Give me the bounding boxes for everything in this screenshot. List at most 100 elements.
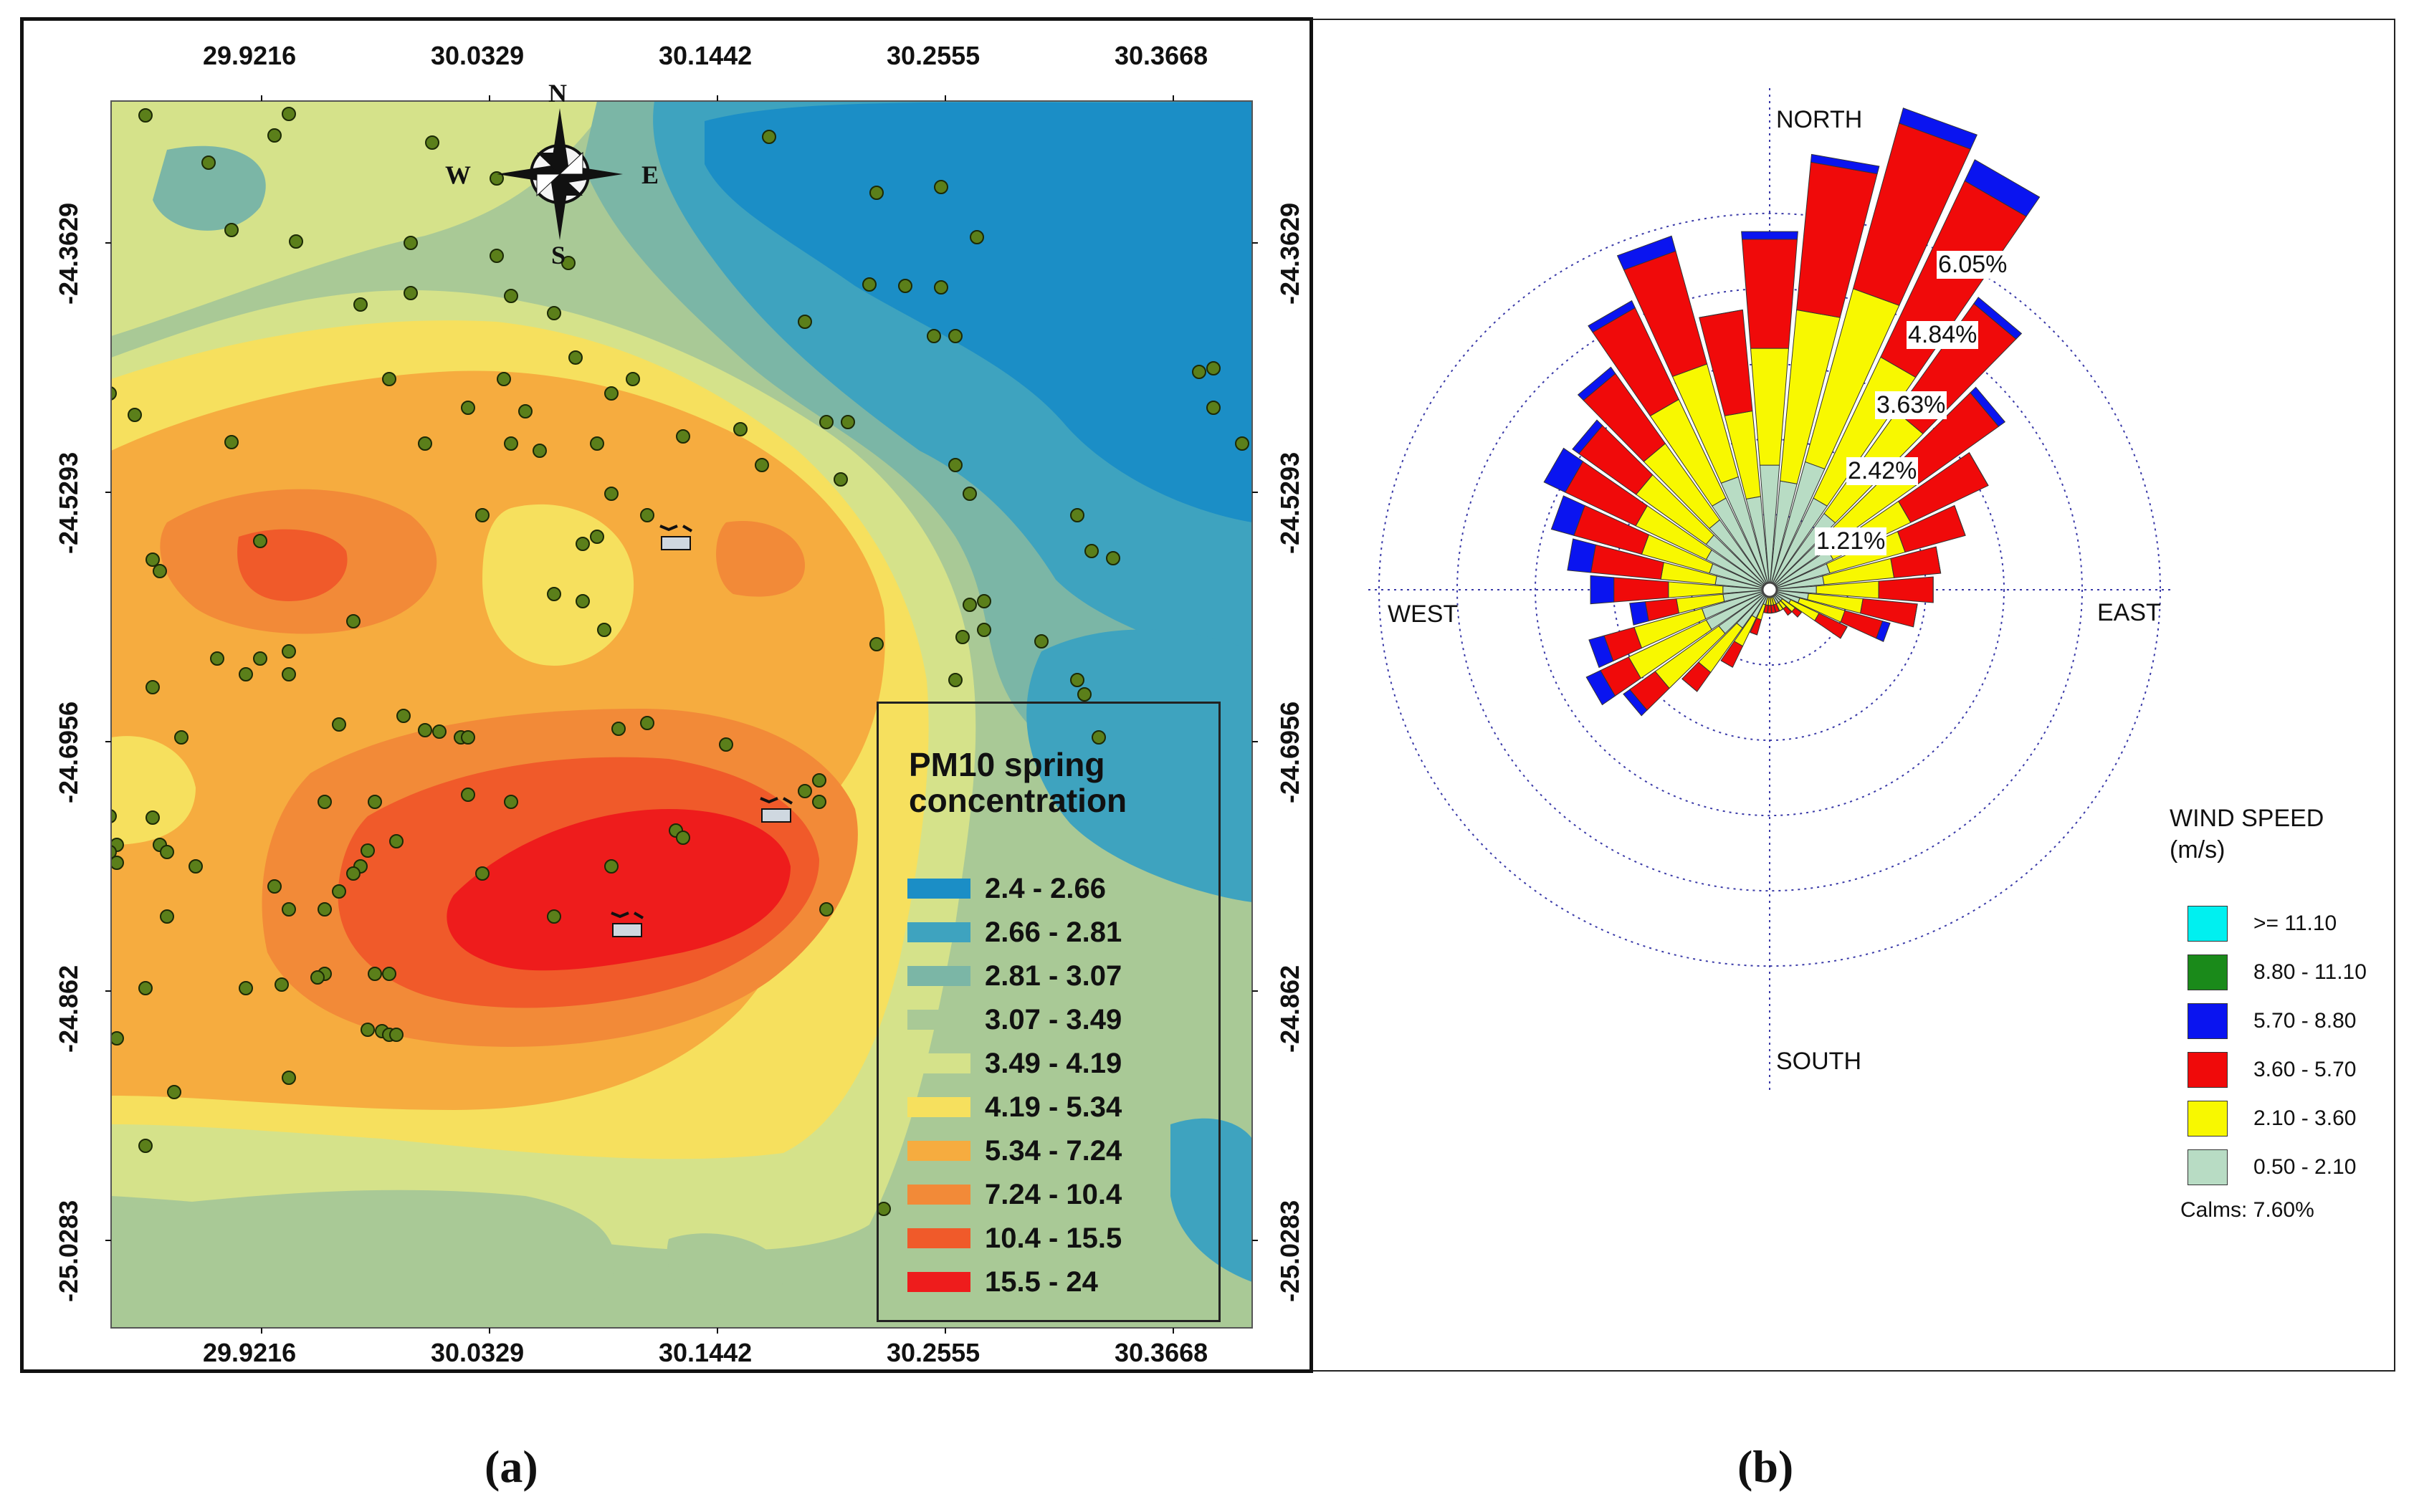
- wind-rose-petal-segment: [1572, 419, 1603, 454]
- legend-row: 2.81 - 3.07: [907, 954, 1122, 997]
- wind-speed-swatch: [2188, 1101, 2228, 1137]
- legend-swatch: [907, 1053, 970, 1073]
- direction-west: WEST: [1388, 601, 1459, 628]
- top-tick-label: 30.2555: [887, 41, 981, 70]
- wind-rose-petal-segment: [1810, 153, 1880, 175]
- factory-icon: [760, 797, 793, 823]
- legend-swatch: [907, 1185, 970, 1205]
- legend-swatch: [907, 966, 970, 986]
- legend-swatch: [907, 1010, 970, 1030]
- legend-swatch: [907, 1228, 970, 1248]
- bottom-tick-label: 30.0329: [431, 1338, 525, 1367]
- compass-west: W: [445, 161, 471, 189]
- compass-south: S: [551, 241, 566, 269]
- wind-speed-legend-row: 3.60 - 5.70: [2188, 1052, 2356, 1088]
- direction-north: NORTH: [1776, 106, 1863, 133]
- calm-center: [1761, 581, 1778, 598]
- wind-rose-petal-segment: [1585, 669, 1616, 706]
- legend-row: 3.49 - 4.19: [907, 1042, 1122, 1085]
- legend-label: 5.34 - 7.24: [985, 1134, 1122, 1167]
- legend-label: 2.66 - 2.81: [985, 916, 1122, 948]
- wind-rose-petal-segment: [1763, 604, 1769, 614]
- left-tick-label: -24.862: [54, 965, 83, 1053]
- wind-rose-petal-segment: [1588, 635, 1614, 669]
- right-tick-label: -24.5293: [1275, 451, 1304, 554]
- left-tick-label: -24.6956: [54, 701, 83, 803]
- map-frame: [110, 100, 1253, 1329]
- ring-label: 2.42%: [1846, 457, 1919, 485]
- pm10-map: [105, 95, 1258, 1334]
- wind-rose-petal-segment: [1913, 603, 1918, 627]
- wind-speed-swatch: [2188, 954, 2228, 990]
- wind-speed-title: WIND SPEED: [2170, 805, 2324, 832]
- grid-ring: [1378, 212, 2161, 967]
- wind-rose-petal-segment: [1840, 626, 1848, 639]
- wind-rose-petal-segment: [1767, 605, 1773, 614]
- wind-rose-petal-segment: [1775, 602, 1784, 612]
- legend-label: 7.24 - 10.4: [985, 1178, 1122, 1210]
- left-tick-label: -24.5293: [54, 451, 83, 554]
- wind-rose-petal-segment: [1750, 348, 1790, 466]
- station-points: [111, 107, 1249, 1216]
- left-tick-label: -24.3629: [54, 202, 83, 305]
- legend-swatch: [907, 1272, 970, 1292]
- legend-label: 3.07 - 3.49: [985, 1003, 1122, 1035]
- compass-rose-icon: [497, 108, 623, 240]
- wind-rose-petal-segment: [1898, 107, 1978, 150]
- wind-speed-label: 5.70 - 8.80: [2253, 1009, 2357, 1033]
- wind-rose-petal-segment: [1783, 606, 1793, 616]
- wind-rose-petal-segment: [1699, 309, 1743, 318]
- wind-rose-petal-segment: [1613, 577, 1669, 603]
- concentration-surface: [111, 101, 1252, 1328]
- wind-rose-petal-segment: [1616, 235, 1676, 271]
- wind-rose-petal-segment: [1543, 447, 1584, 493]
- ring-label: 4.84%: [1907, 321, 1979, 349]
- compass-north: N: [548, 79, 567, 107]
- wind-speed-legend-row: 8.80 - 11.10: [2188, 954, 2367, 990]
- legend-label: 4.19 - 5.34: [985, 1091, 1122, 1123]
- wind-speed-legend-row: >= 11.10: [2188, 906, 2337, 942]
- legend-row: 2.4 - 2.66: [907, 867, 1106, 910]
- top-tick-label: 30.1442: [659, 41, 753, 70]
- wind-rose-petal-segment: [1588, 300, 1636, 333]
- wind-speed-label: 2.10 - 3.60: [2253, 1106, 2357, 1130]
- right-tick-label: -25.0283: [1275, 1200, 1304, 1302]
- ring-label: 3.63%: [1875, 391, 1947, 419]
- wind-rose-petal-segment: [1973, 297, 2023, 340]
- tick-marks: [105, 95, 1258, 1334]
- wind-speed-swatch: [2188, 906, 2228, 942]
- wind-speed-label: 3.60 - 5.70: [2253, 1058, 2357, 1081]
- bottom-tick-label: 30.2555: [887, 1338, 981, 1367]
- wind-speed-legend-title: WIND SPEED (m/s): [2170, 803, 2324, 866]
- wind-rose-petal-segment: [1550, 495, 1585, 536]
- ring-label: 6.05%: [1937, 251, 2009, 279]
- bottom-tick-label: 30.3668: [1115, 1338, 1208, 1367]
- wind-rose-petal-segment: [1954, 505, 1966, 536]
- legend-label: 3.49 - 4.19: [985, 1047, 1122, 1079]
- legend-row: 5.34 - 7.24: [907, 1129, 1122, 1172]
- legend-title: PM10 spring concentration: [909, 746, 1127, 819]
- wind-speed-legend-row: 2.10 - 3.60: [2188, 1101, 2356, 1137]
- direction-east: EAST: [2097, 599, 2161, 626]
- factory-icon: [611, 911, 644, 937]
- direction-south: SOUTH: [1776, 1048, 1861, 1075]
- bottom-tick-label: 30.1442: [659, 1338, 753, 1367]
- caption-b: (b): [1737, 1441, 1794, 1492]
- legend-swatch: [907, 1097, 970, 1117]
- wind-speed-label: >= 11.10: [2253, 911, 2337, 935]
- wind-rose-petal-segment: [1623, 689, 1648, 717]
- wind-rose-petal-segment: [1970, 386, 2006, 427]
- compass-east: E: [641, 161, 659, 189]
- left-tick-label: -25.0283: [54, 1200, 83, 1302]
- concentration-legend: PM10 spring concentration 2.4 - 2.66 2.66…: [877, 702, 1221, 1322]
- legend-swatch: [907, 922, 970, 942]
- wind-speed-label: 8.80 - 11.10: [2253, 960, 2367, 984]
- legend-label: 15.5 - 24: [985, 1265, 1098, 1298]
- wind-rose-petal-segment: [1897, 451, 1989, 523]
- right-tick-label: -24.862: [1275, 965, 1304, 1053]
- wind-speed-swatch: [2188, 1149, 2228, 1185]
- wind-rose-petal-segment: [1590, 575, 1615, 605]
- legend-row: 4.19 - 5.34: [907, 1086, 1122, 1129]
- wind-rose-petal-segment: [1964, 159, 2041, 217]
- wind-rose-petal-segment: [1750, 632, 1757, 636]
